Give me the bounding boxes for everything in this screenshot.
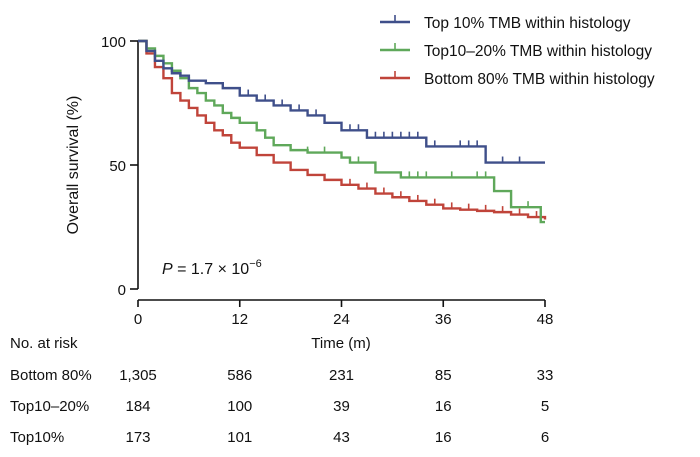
axes: 0 50 100 0 12 24 36 48 xyxy=(101,34,553,328)
y-tick-label: 100 xyxy=(101,34,126,51)
survival-curves xyxy=(138,39,547,224)
legend-label: Top 10% TMB within histology xyxy=(424,15,631,32)
risk-value: 100 xyxy=(227,398,252,415)
x-tick-label: 36 xyxy=(435,311,452,328)
legend-label: Bottom 80% TMB within histology xyxy=(424,71,655,88)
risk-value: 586 xyxy=(227,367,252,384)
survival-curve xyxy=(138,39,545,224)
risk-value: 33 xyxy=(537,367,554,384)
legend-label: Top10–20% TMB within histology xyxy=(424,43,652,60)
risk-row-label: Bottom 80% xyxy=(10,367,92,384)
legend: Top 10% TMB within histology Top10–20% TM… xyxy=(380,15,655,88)
survival-curve xyxy=(138,39,547,220)
risk-value: 5 xyxy=(541,398,549,415)
x-tick-label: 12 xyxy=(231,311,248,328)
y-axis-label: Overall survival (%) xyxy=(65,96,82,235)
risk-value: 184 xyxy=(125,398,150,415)
risk-value: 173 xyxy=(125,429,150,446)
risk-row-label: Top10% xyxy=(10,429,64,446)
x-tick-label: 48 xyxy=(537,311,554,328)
y-tick-label: 0 xyxy=(118,282,126,299)
risk-value: 85 xyxy=(435,367,452,384)
risk-value: 16 xyxy=(435,398,452,415)
y-tick-label: 50 xyxy=(109,158,126,175)
risk-value: 231 xyxy=(329,367,354,384)
risk-value: 16 xyxy=(435,429,452,446)
risk-value: 101 xyxy=(227,429,252,446)
risk-value: 39 xyxy=(333,398,350,415)
risk-value: 6 xyxy=(541,429,549,446)
risk-table: Bottom 80% 1,305 586 231 85 33 Top10–20% 184 100… xyxy=(10,367,553,446)
x-tick-label: 0 xyxy=(134,311,142,328)
p-value-annotation: P = 1.7 × 10−6 xyxy=(162,258,262,278)
risk-table-title: No. at risk xyxy=(10,335,78,352)
risk-row-label: Top10–20% xyxy=(10,398,89,415)
x-axis-label: Time (m) xyxy=(311,335,370,352)
risk-value: 43 xyxy=(333,429,350,446)
risk-value: 1,305 xyxy=(119,367,157,384)
x-tick-label: 24 xyxy=(333,311,350,328)
